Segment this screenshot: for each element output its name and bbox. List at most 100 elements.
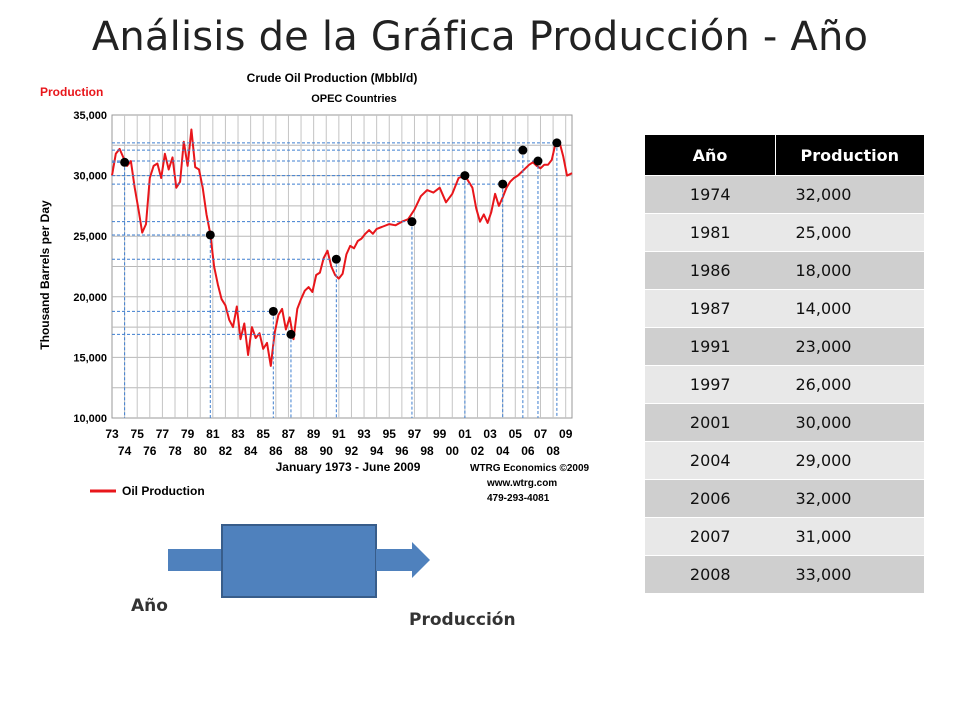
x-tick-label: 97 — [408, 427, 422, 441]
cell-production: 33,000 — [775, 555, 924, 593]
y-tick-label: 10,000 — [73, 413, 107, 425]
data-point-marker — [533, 156, 543, 166]
table-row: 1987 14,000 — [645, 289, 924, 328]
cell-production: 18,000 — [775, 251, 924, 290]
x-tick-label: 77 — [156, 427, 170, 441]
x-tick-label: 89 — [307, 427, 321, 441]
x-tick-label: 76 — [143, 444, 157, 458]
x-tick-label: 74 — [118, 444, 132, 458]
table-row: 2006 32,000 — [645, 479, 924, 518]
header-production: Production — [775, 135, 924, 176]
cell-production: 26,000 — [775, 365, 924, 404]
x-tick-label: 07 — [534, 427, 548, 441]
table-row: 2008 33,000 — [645, 555, 924, 593]
table-row: 1991 23,000 — [645, 327, 924, 366]
cell-production: 25,000 — [775, 213, 924, 252]
x-tick-label: 93 — [357, 427, 371, 441]
x-tick-label: 91 — [332, 427, 346, 441]
chart-source: 479-293-4081 — [487, 493, 550, 504]
cell-year: 1997 — [645, 365, 776, 404]
x-tick-label: 05 — [509, 427, 523, 441]
chart-subtitle: OPEC Countries — [311, 93, 397, 105]
y-tick-label: 25,000 — [73, 231, 107, 243]
process-box — [221, 524, 377, 598]
cell-year: 2007 — [645, 517, 776, 556]
table-row: 1997 26,000 — [645, 365, 924, 404]
x-tick-label: 86 — [269, 444, 283, 458]
table-row: 1986 18,000 — [645, 251, 924, 290]
cell-year: 2008 — [645, 555, 776, 593]
x-tick-label: 84 — [244, 444, 258, 458]
data-point-marker — [205, 230, 215, 240]
cell-production: 31,000 — [775, 517, 924, 556]
cell-year: 1991 — [645, 327, 776, 366]
x-tick-label: 00 — [446, 444, 460, 458]
cell-production: 14,000 — [775, 289, 924, 328]
table-row: 2004 29,000 — [645, 441, 924, 480]
x-tick-label: 81 — [206, 427, 220, 441]
x-tick-label: 88 — [294, 444, 308, 458]
x-tick-label: 95 — [383, 427, 397, 441]
flow-output-label: Producción — [409, 610, 516, 630]
y-tick-label: 30,000 — [73, 171, 107, 183]
cell-year: 1986 — [645, 251, 776, 290]
y-axis-title: Thousand Barrels per Day — [38, 200, 52, 350]
x-axis-title: January 1973 - June 2009 — [276, 460, 421, 474]
y-tick-label: 35,000 — [73, 110, 107, 122]
x-tick-label: 04 — [496, 444, 510, 458]
data-point-marker — [460, 171, 470, 181]
table-row: 2007 31,000 — [645, 517, 924, 556]
table-row: 1974 32,000 — [645, 175, 924, 214]
series-line-oil-production — [111, 128, 573, 367]
x-tick-label: 99 — [433, 427, 447, 441]
legend-label: Oil Production — [122, 484, 205, 498]
x-tick-label: 02 — [471, 444, 485, 458]
cell-year: 1987 — [645, 289, 776, 328]
chart-corner-label: Production — [40, 85, 103, 99]
slide-title: Análisis de la Gráfica Producción - Año — [91, 14, 869, 60]
output-arrow — [376, 542, 430, 578]
y-tick-label: 15,000 — [73, 352, 107, 364]
data-point-marker — [407, 217, 417, 227]
x-tick-label: 75 — [131, 427, 145, 441]
x-tick-label: 73 — [105, 427, 119, 441]
cell-production: 30,000 — [775, 403, 924, 442]
chart-source: WTRG Economics ©2009 — [470, 463, 590, 474]
x-tick-label: 98 — [420, 444, 434, 458]
cell-year: 1974 — [645, 175, 776, 214]
cell-production: 32,000 — [775, 479, 924, 518]
data-point-marker — [331, 254, 341, 264]
cell-production: 32,000 — [775, 175, 924, 214]
cell-year: 2004 — [645, 441, 776, 480]
header-year: Año — [645, 135, 776, 176]
x-tick-label: 82 — [219, 444, 233, 458]
data-point-marker — [518, 145, 528, 155]
x-tick-label: 79 — [181, 427, 195, 441]
x-tick-label: 87 — [282, 427, 296, 441]
data-point-marker — [552, 138, 562, 148]
cell-year: 1981 — [645, 213, 776, 252]
x-tick-label: 90 — [320, 444, 334, 458]
x-tick-label: 96 — [395, 444, 409, 458]
table-header-row: Año Production — [645, 135, 924, 176]
chart-title: Crude Oil Production (Mbbl/d) — [247, 71, 418, 85]
table-row: 1981 25,000 — [645, 213, 924, 252]
x-tick-label: 78 — [168, 444, 182, 458]
x-tick-label: 01 — [458, 427, 472, 441]
x-tick-label: 94 — [370, 444, 384, 458]
data-point-marker — [268, 306, 278, 316]
data-point-marker — [498, 179, 508, 189]
cell-production: 29,000 — [775, 441, 924, 480]
x-tick-label: 92 — [345, 444, 359, 458]
chart-source: www.wtrg.com — [486, 478, 557, 489]
cell-year: 2006 — [645, 479, 776, 518]
x-tick-label: 06 — [521, 444, 535, 458]
data-point-marker — [120, 157, 130, 167]
x-tick-label: 85 — [257, 427, 271, 441]
cell-production: 23,000 — [775, 327, 924, 366]
x-tick-label: 83 — [231, 427, 245, 441]
flow-diagram — [168, 524, 430, 598]
cell-year: 2001 — [645, 403, 776, 442]
x-tick-label: 08 — [546, 444, 560, 458]
